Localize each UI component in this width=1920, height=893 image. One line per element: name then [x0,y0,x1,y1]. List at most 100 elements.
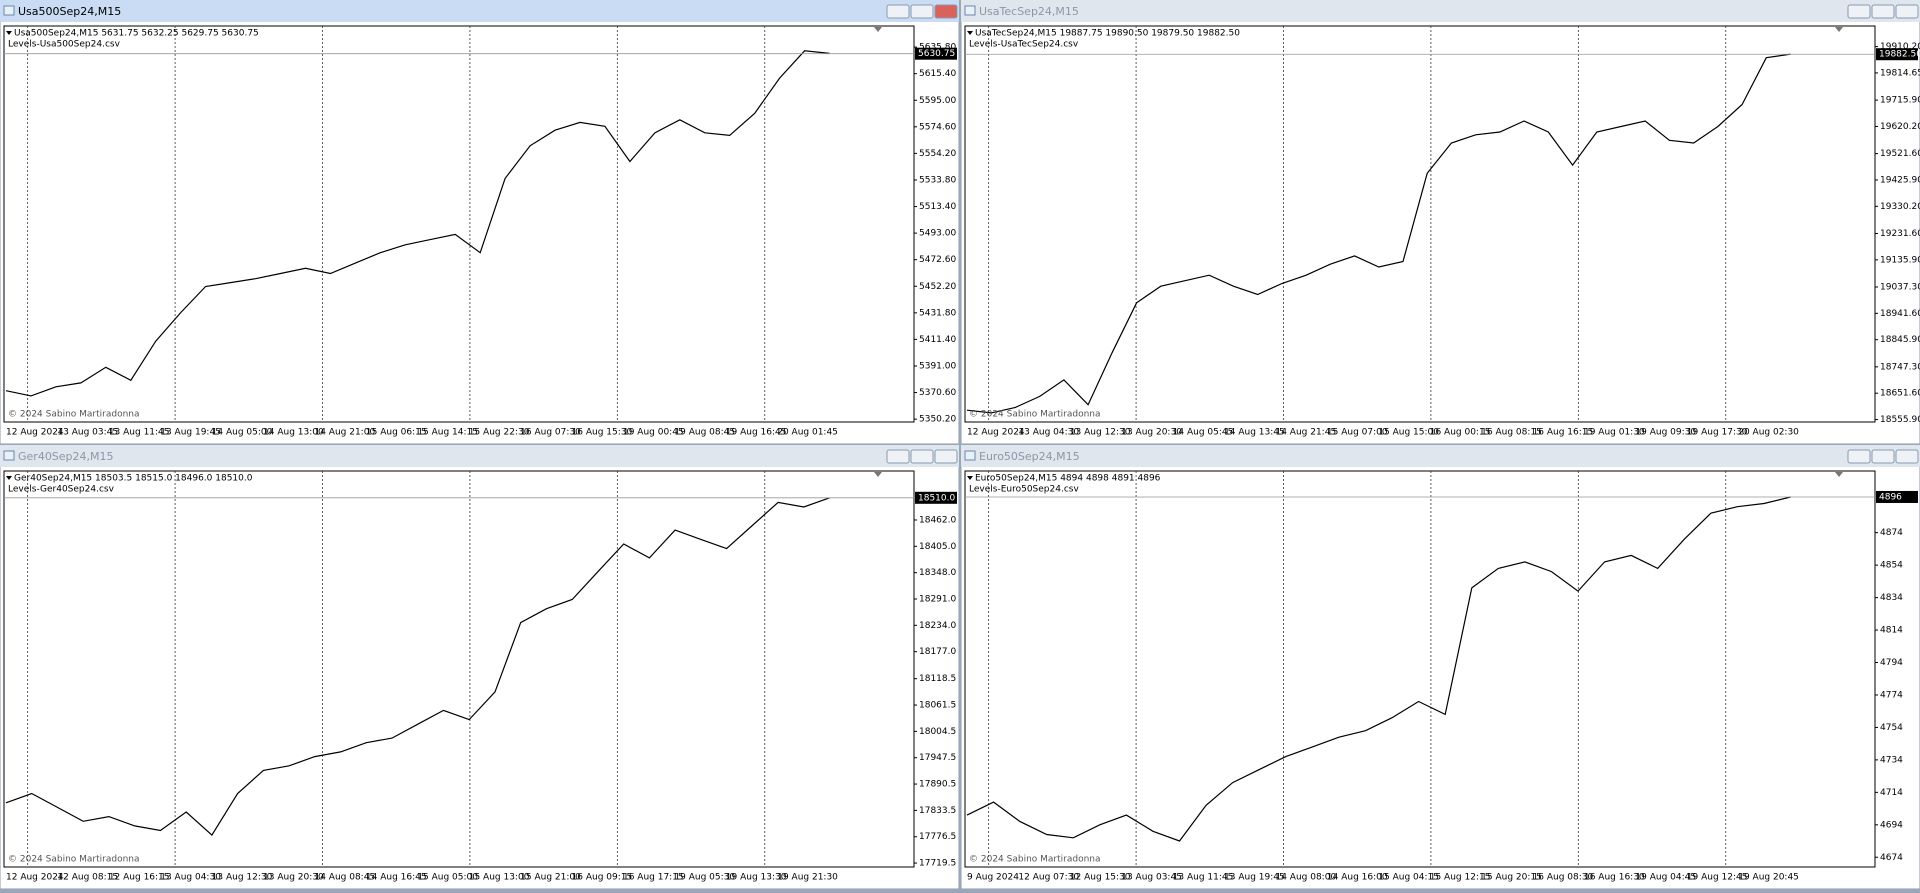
price-line [5,50,830,397]
y-tick-label: 19715.90 [1880,96,1920,106]
close-button[interactable] [1895,449,1919,464]
last-price-label: 18510.0 [918,493,955,503]
minimize-button[interactable] [886,449,910,464]
y-tick-label: 18555.90 [1880,415,1920,425]
last-price-label: 5630.75 [918,49,955,59]
symbol-info: UsaTecSep24,M15 19887.75 19890.50 19879.… [975,29,1240,39]
shift-marker [1835,27,1843,32]
x-tick-label: 15 Aug 20:15 [1481,873,1542,883]
chart-window: Usa500Sep24,M15 5635.80 5615.40 5595.00 5574… [0,0,960,445]
y-tick-label: 19521.60 [1880,149,1920,159]
window-icon [3,5,15,16]
close-button[interactable] [1895,4,1919,19]
y-tick-label: 18747.30 [1880,362,1920,372]
x-tick-label: 13 Aug 19:45 [1224,873,1285,883]
window-title: Ger40Sep24,M15 [18,450,114,463]
x-tick-label: 19 Aug 12:45 [1687,873,1748,883]
x-tick-label: 14 Aug 05:00 [212,428,273,438]
x-tick-label: 16 Aug 08:15 [1481,428,1542,438]
maximize-button[interactable] [910,4,934,19]
x-tick-label: 12 Aug 2024 [6,873,64,883]
title-bar [0,445,959,467]
x-tick-label: 12 Aug 2024 [6,428,64,438]
x-tick-label: 15 Aug 15:00 [1378,428,1439,438]
minimize-button[interactable] [1847,449,1871,464]
chart-window: UsaTecSep24,M15 19910.20 19814.65 19715.90 1… [960,0,1920,445]
y-tick-label: 19910.20 [1880,42,1920,52]
y-tick-label: 18061.5 [919,701,956,711]
y-tick-label: 5533.80 [919,175,956,185]
window-icon [3,450,15,461]
window-title: Euro50Sep24,M15 [979,450,1080,463]
y-tick-label: 19814.65 [1880,68,1920,78]
x-tick-label: 14 Aug 16:45 [366,873,427,883]
maximize-button[interactable] [1871,4,1895,19]
window-title: Usa500Sep24,M15 [18,5,121,18]
y-tick-label: 19037.30 [1880,282,1920,292]
chart-window: Euro50Sep24,M15 4874 4854 4834 4814 4794 4774 4… [960,444,1920,890]
minimize-button[interactable] [886,4,910,19]
y-tick-label: 5513.40 [919,202,956,212]
last-price-label: 19882.50 [1879,50,1920,60]
x-tick-label: 15 Aug 07:00 [1327,428,1388,438]
y-tick-label: 4714 [1880,788,1903,798]
x-tick-label: 15 Aug 22:30 [469,428,530,438]
x-tick-label: 15 Aug 21:00 [520,873,581,883]
x-tick-label: 14 Aug 13:45 [1224,428,1285,438]
x-tick-label: 16 Aug 08:30 [1533,873,1594,883]
y-tick-label: 5370.60 [919,388,956,398]
x-tick-label: 16 Aug 07:30 [520,428,581,438]
y-tick-label: 19620.20 [1880,122,1920,132]
x-tick-label: 13 Aug 11:45 [1173,873,1234,883]
y-tick-label: 5411.40 [919,335,956,345]
x-tick-label: 13 Aug 20:30 [263,873,324,883]
x-tick-label: 19 Aug 08:45 [674,428,735,438]
x-tick-label: 13 Aug 19:45 [160,428,221,438]
y-tick-label: 5391.00 [919,361,956,371]
copyright: © 2024 Sabino Martiradonna [969,855,1101,865]
close-button[interactable] [934,449,958,464]
y-tick-label: 18004.5 [919,727,956,737]
levels-file: Levels-Ger40Sep24.csv [8,485,115,495]
y-tick-label: 18405.0 [919,542,956,552]
price-line [966,53,1791,414]
x-tick-label: 19 Aug 01:30 [1584,428,1645,438]
y-tick-label: 5431.80 [919,308,956,318]
x-tick-label: 15 Aug 05:00 [417,873,478,883]
x-tick-label: 9 Aug 2024 [967,873,1019,883]
info-arrow [967,476,973,480]
x-tick-label: 16 Aug 00:15 [1430,428,1491,438]
maximize-button[interactable] [910,449,934,464]
x-tick-label: 19 Aug 00:45 [623,428,684,438]
maximize-button[interactable] [1871,449,1895,464]
x-tick-label: 19 Aug 13:30 [726,873,787,883]
close-button[interactable] [934,4,958,19]
y-tick-label: 5635.80 [919,43,956,53]
x-tick-label: 13 Aug 12:30 [212,873,273,883]
x-tick-label: 20 Aug 02:30 [1738,428,1799,438]
copyright: © 2024 Sabino Martiradonna [8,855,140,865]
levels-file: Levels-Usa500Sep24.csv [8,40,121,50]
y-tick-label: 5595.00 [919,96,956,106]
last-price-label: 4896 [1879,492,1902,502]
y-tick-label: 17833.5 [919,806,956,816]
minimize-button[interactable] [1847,4,1871,19]
price-line [966,496,1791,842]
x-tick-label: 19 Aug 17:30 [1687,428,1748,438]
x-tick-label: 19 Aug 21:30 [777,873,838,883]
y-tick-label: 19135.90 [1880,255,1920,265]
y-tick-label: 4734 [1880,755,1903,765]
window-title: UsaTecSep24,M15 [979,5,1079,18]
x-tick-label: 19 Aug 04:45 [1635,873,1696,883]
shift-marker [874,27,882,32]
x-tick-label: 13 Aug 03:45 [57,428,118,438]
x-tick-label: 15 Aug 14:15 [417,428,478,438]
last-price-box [915,47,957,60]
title-bar [961,445,1920,467]
x-tick-label: 14 Aug 21:45 [1275,428,1336,438]
y-tick-label: 4834 [1880,593,1903,603]
symbol-info: Usa500Sep24,M15 5631.75 5632.25 5629.75 … [14,29,259,39]
last-price-box [915,491,957,504]
x-tick-label: 19 Aug 05:30 [674,873,735,883]
y-tick-label: 19330.20 [1880,202,1920,212]
